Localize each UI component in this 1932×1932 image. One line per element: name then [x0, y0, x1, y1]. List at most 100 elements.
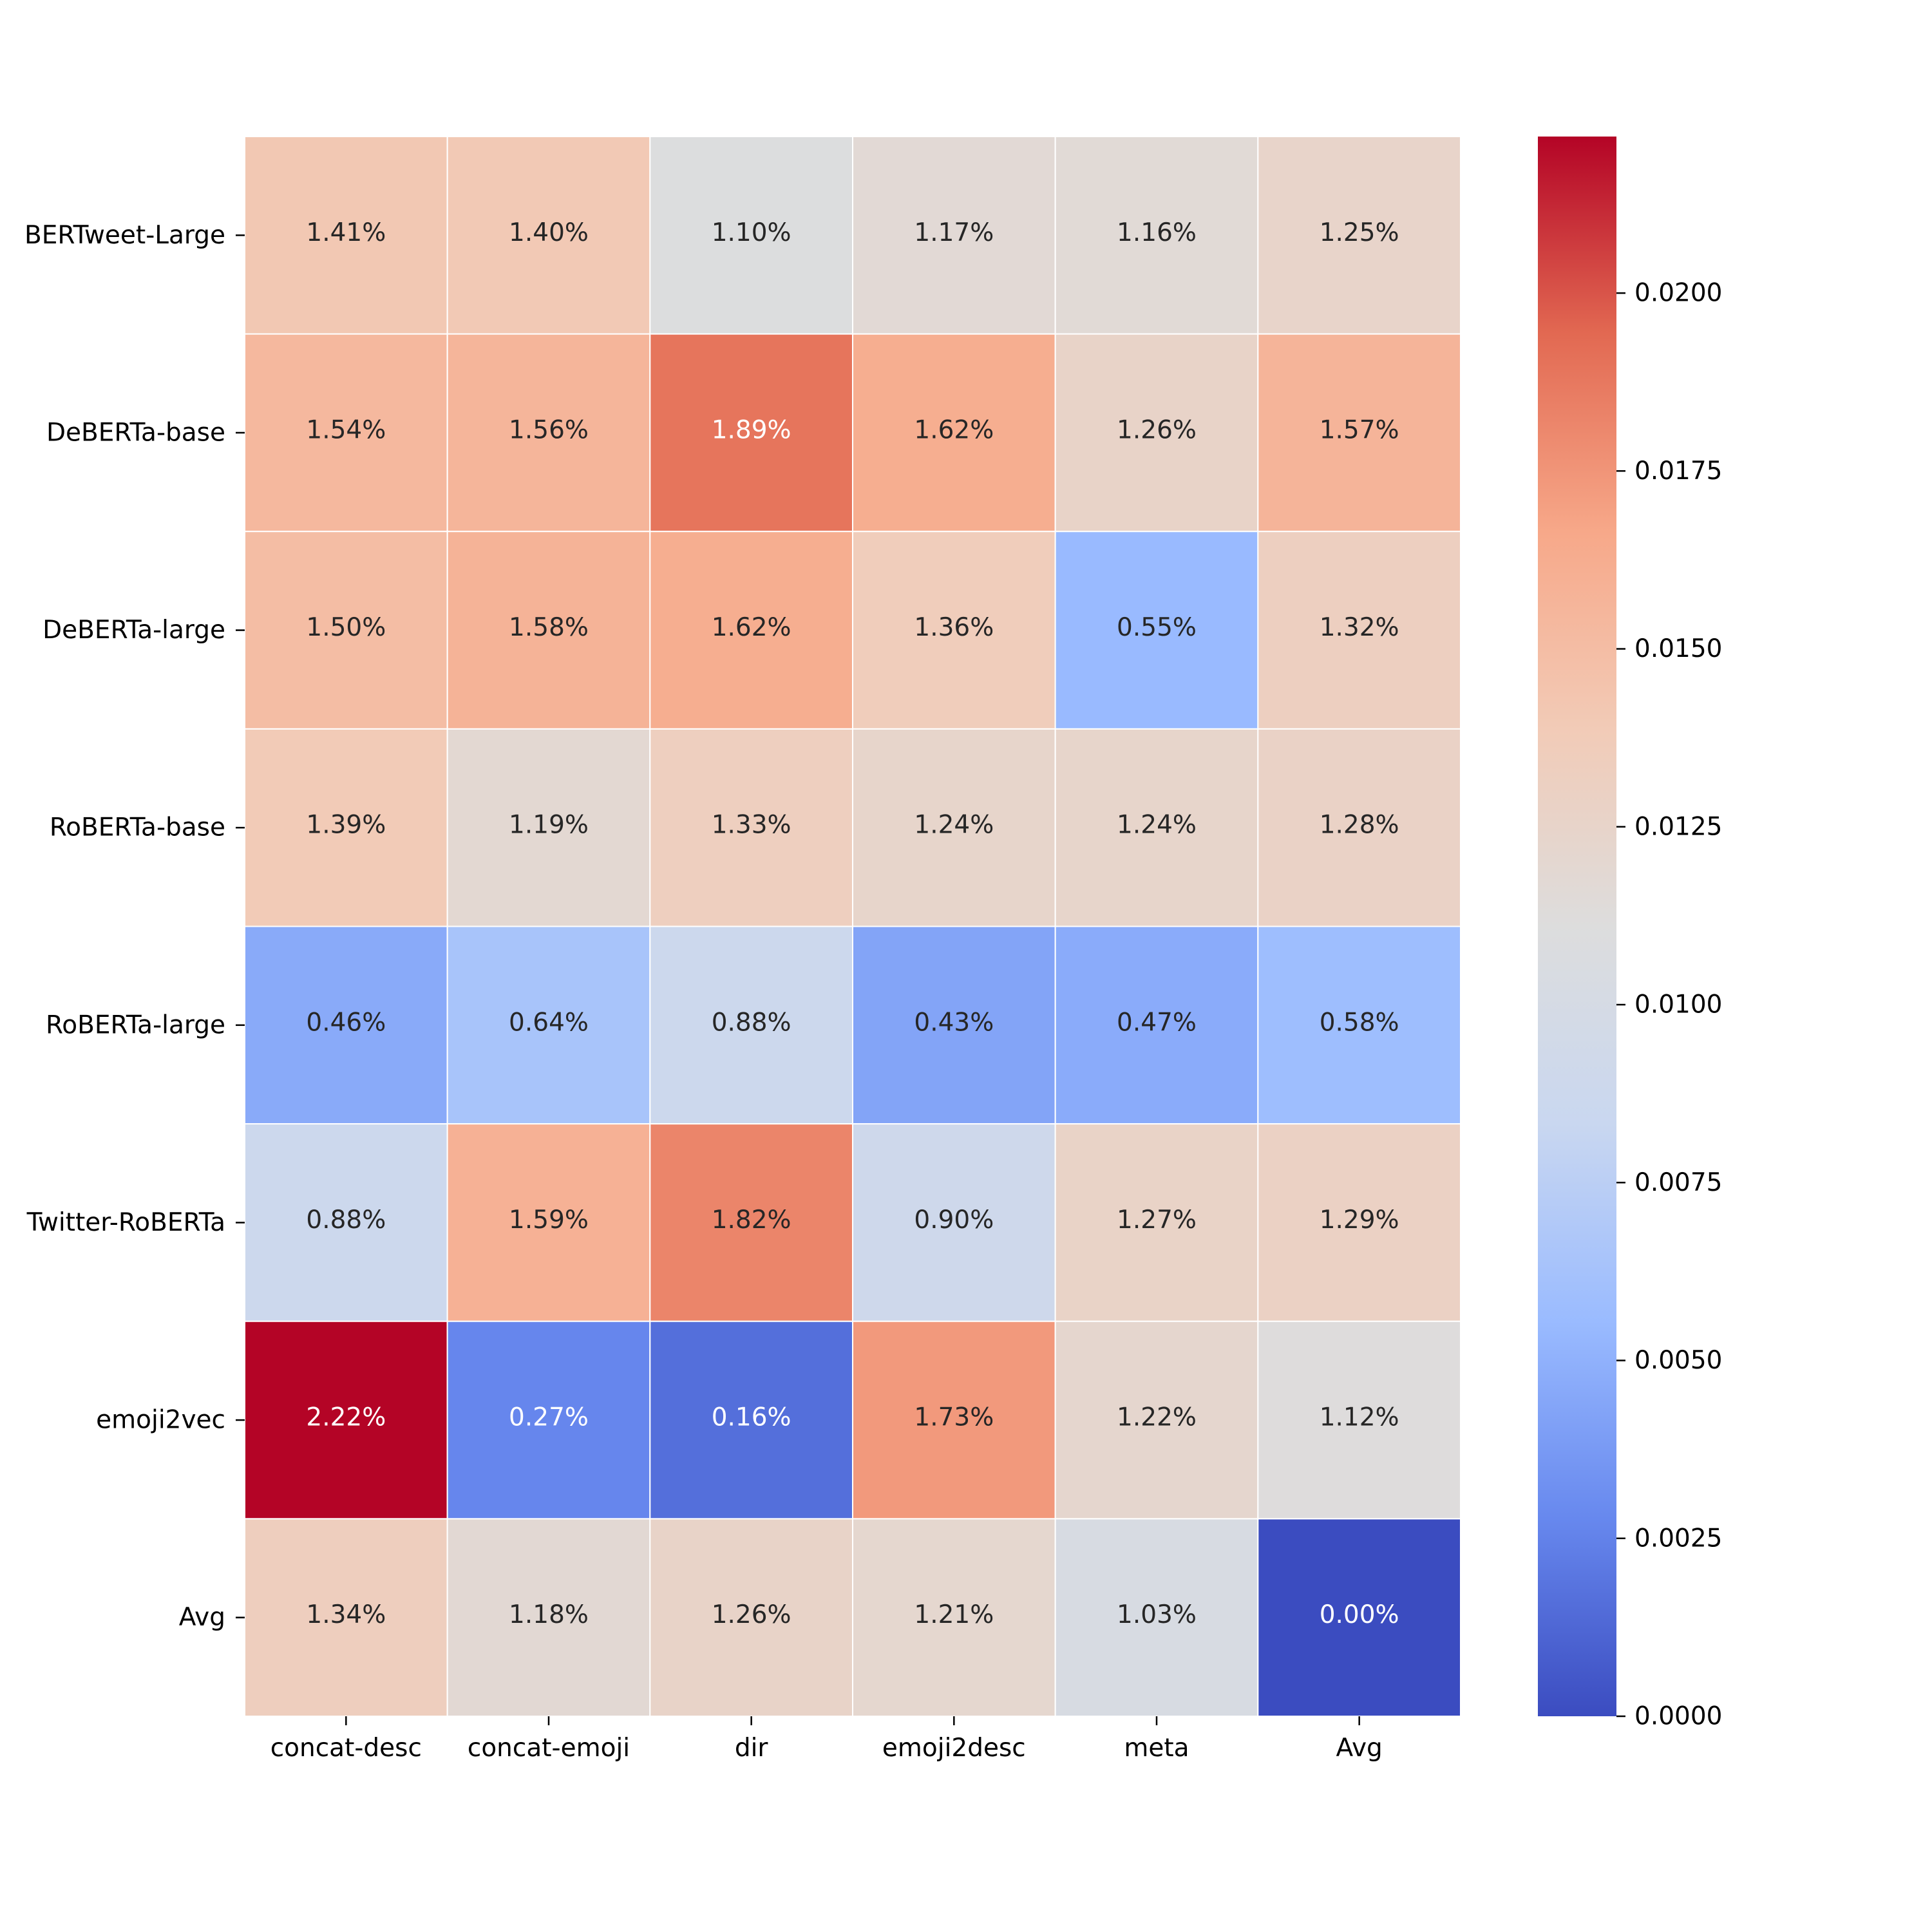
heatmap-cell	[1257, 531, 1462, 730]
cell-value-label: 1.89%	[712, 415, 791, 444]
cell-value-label: 0.27%	[509, 1403, 589, 1432]
heatmap-cell	[649, 1518, 853, 1717]
y-tick-label: Avg	[179, 1603, 225, 1632]
cell-value-label: 1.39%	[306, 811, 386, 840]
x-axis: concat-desc concat-emoji dir emoji2desc meta…	[270, 1716, 1383, 1763]
heatmap-cell	[1257, 333, 1462, 533]
cell-value-label: 0.00%	[1320, 1600, 1399, 1629]
colorbar: 0.0000 0.0025 0.0050 0.0075 0.0100 0.0125 0.01…	[1538, 137, 1722, 1731]
cell-value-label: 0.90%	[914, 1206, 994, 1235]
colorbar-tick-label: 0.0125	[1634, 812, 1722, 841]
heatmap-cell	[852, 136, 1056, 335]
cell-value-label: 1.36%	[914, 613, 994, 642]
heatmap-cell	[1054, 531, 1259, 730]
colorbar-tick-label: 0.0025	[1634, 1524, 1722, 1553]
colorbar-tick-label: 0.0000	[1634, 1702, 1722, 1731]
cell-value-label: 1.41%	[306, 218, 386, 247]
cell-value-label: 1.26%	[1117, 415, 1197, 444]
cell-value-label: 2.22%	[306, 1403, 386, 1432]
colorbar-tick-label: 0.0175	[1634, 457, 1722, 486]
heatmap-cell-labels: 1.41% 1.40% 1.10% 1.17% 1.16% 1.25% 1.54% 1.56%…	[306, 218, 1399, 1629]
x-tick-label: meta	[1124, 1734, 1189, 1763]
heatmap-cell	[649, 728, 853, 927]
heatmap-cell	[649, 531, 853, 730]
heatmap-cell	[649, 136, 853, 335]
cell-value-label: 1.27%	[1117, 1206, 1197, 1235]
y-tick-label: emoji2vec	[96, 1406, 225, 1435]
heatmap-cell	[852, 1123, 1056, 1322]
cell-value-label: 0.88%	[306, 1206, 386, 1235]
y-tick-label: RoBERTa-base	[50, 813, 225, 842]
heatmap-cell	[244, 728, 448, 927]
cell-value-label: 1.59%	[509, 1206, 589, 1235]
cell-value-label: 0.46%	[306, 1008, 386, 1037]
heatmap-cell	[446, 925, 651, 1125]
heatmap-cell	[244, 136, 448, 335]
heatmap-cell	[446, 531, 651, 730]
heatmap-cell	[852, 531, 1056, 730]
cell-value-label: 1.40%	[509, 218, 589, 247]
cell-value-label: 1.24%	[1117, 811, 1197, 840]
cell-value-label: 1.82%	[712, 1206, 791, 1235]
cell-value-label: 1.32%	[1320, 613, 1399, 642]
cell-value-label: 1.21%	[914, 1600, 994, 1629]
heatmap-cell	[244, 1320, 448, 1520]
heatmap-cell	[1257, 925, 1462, 1125]
cell-value-label: 0.16%	[712, 1403, 791, 1432]
cell-value-label: 0.58%	[1320, 1008, 1399, 1037]
cell-value-label: 1.03%	[1117, 1600, 1197, 1629]
cell-value-label: 1.29%	[1320, 1206, 1399, 1235]
heatmap-cell	[852, 925, 1056, 1125]
heatmap-cells	[244, 136, 1462, 1717]
colorbar-tick-label: 0.0075	[1634, 1168, 1722, 1197]
heatmap-cell	[1054, 925, 1259, 1125]
y-tick-label: Twitter-RoBERTa	[26, 1208, 225, 1237]
cell-value-label: 0.55%	[1117, 613, 1197, 642]
y-tick-label: BERTweet-Large	[24, 221, 225, 250]
y-axis: BERTweet-Large DeBERTa-base DeBERTa-large R…	[24, 221, 245, 1632]
heatmap-cell	[852, 728, 1056, 927]
heatmap-cell	[244, 1123, 448, 1322]
heatmap-cell	[1257, 136, 1462, 335]
x-tick-label: concat-desc	[270, 1734, 422, 1763]
x-tick-label: emoji2desc	[882, 1734, 1026, 1763]
heatmap-cell	[1257, 1320, 1462, 1520]
cell-value-label: 1.25%	[1320, 218, 1399, 247]
heatmap-cell	[244, 925, 448, 1125]
y-tick-label: RoBERTa-large	[46, 1010, 225, 1039]
heatmap-cell	[244, 531, 448, 730]
heatmap-cell	[1054, 728, 1259, 927]
heatmap-cell	[852, 1518, 1056, 1717]
cell-value-label: 0.64%	[509, 1008, 589, 1037]
cell-value-label: 0.88%	[712, 1008, 791, 1037]
cell-value-label: 1.18%	[509, 1600, 589, 1629]
heatmap-cell	[1054, 1123, 1259, 1322]
heatmap-cell	[446, 1518, 651, 1717]
cell-value-label: 1.62%	[914, 415, 994, 444]
heatmap-cell	[1054, 136, 1259, 335]
cell-value-label: 1.16%	[1117, 218, 1197, 247]
colorbar-tick-label: 0.0050	[1634, 1346, 1722, 1375]
heatmap-cell	[1054, 1518, 1259, 1717]
cell-value-label: 1.22%	[1117, 1403, 1197, 1432]
heatmap-cell	[446, 728, 651, 927]
heatmap-cell	[1257, 1123, 1462, 1322]
cell-value-label: 1.57%	[1320, 415, 1399, 444]
cell-value-label: 1.26%	[712, 1600, 791, 1629]
cell-value-label: 1.50%	[306, 613, 386, 642]
cell-value-label: 1.62%	[712, 613, 791, 642]
heatmap-cell	[244, 333, 448, 533]
cell-value-label: 1.54%	[306, 415, 386, 444]
cell-value-label: 1.33%	[712, 811, 791, 840]
heatmap-cell	[446, 1320, 651, 1520]
heatmap-cell	[852, 1320, 1056, 1520]
cell-value-label: 1.34%	[306, 1600, 386, 1629]
heatmap-cell	[649, 925, 853, 1125]
heatmap-cell	[852, 333, 1056, 533]
cell-value-label: 0.43%	[914, 1008, 994, 1037]
x-tick-label: Avg	[1336, 1734, 1383, 1763]
heatmap-cell	[446, 136, 651, 335]
heatmap-cell	[446, 333, 651, 533]
y-tick-label: DeBERTa-base	[46, 418, 225, 447]
